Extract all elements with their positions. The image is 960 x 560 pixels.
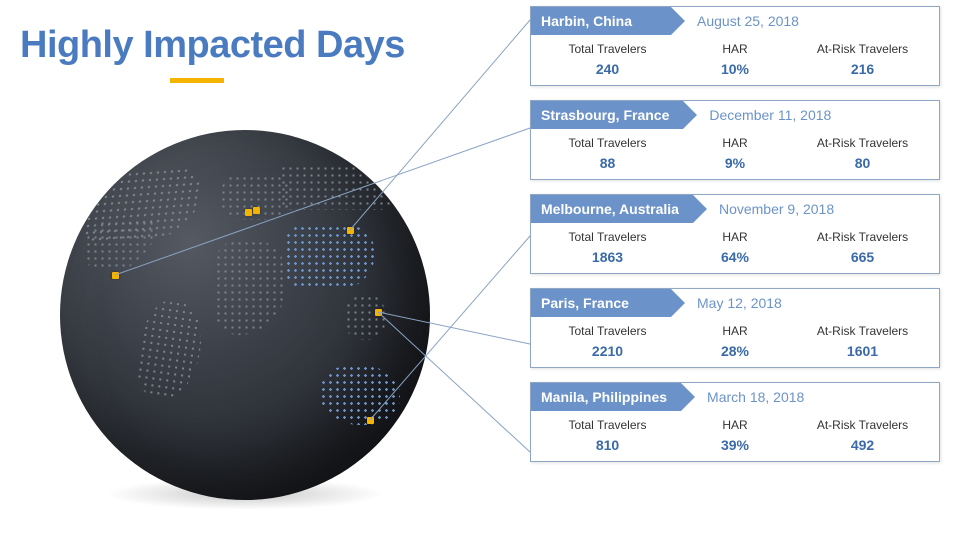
location-tab: Melbourne, Australia — [531, 195, 693, 223]
page-title: Highly Impacted Days — [20, 24, 405, 67]
col-header-atrisk: At-Risk Travelers — [786, 129, 939, 153]
card-date: December 11, 2018 — [683, 101, 831, 129]
landmass-sa — [133, 296, 206, 403]
val-har: 10% — [684, 59, 786, 85]
col-header-har: HAR — [684, 35, 786, 59]
landmass-ru — [280, 165, 400, 210]
landmass-na2 — [85, 220, 155, 270]
marker-na_point — [112, 272, 119, 279]
marker-melbourne — [367, 417, 374, 424]
card-head: Strasbourg, FranceDecember 11, 2018 — [531, 101, 939, 129]
title-underline — [170, 78, 224, 83]
marker-manila — [375, 309, 382, 316]
card-grid: Total TravelersHARAt-Risk Travelers18636… — [531, 223, 939, 273]
val-atrisk: 1601 — [786, 341, 939, 367]
marker-paris — [245, 209, 252, 216]
col-header-atrisk: At-Risk Travelers — [786, 317, 939, 341]
card-grid: Total TravelersHARAt-Risk Travelers 24010… — [531, 35, 939, 85]
card-date: March 18, 2018 — [681, 383, 804, 411]
globe-container — [60, 130, 430, 500]
marker-strasbourg — [253, 207, 260, 214]
card-date: May 12, 2018 — [671, 289, 782, 317]
col-header-har: HAR — [684, 223, 786, 247]
val-atrisk: 492 — [786, 435, 939, 461]
marker-harbin — [347, 227, 354, 234]
col-header-har: HAR — [684, 129, 786, 153]
location-tab: Manila, Philippines — [531, 383, 681, 411]
val-total: 240 — [531, 59, 684, 85]
card-melbourne: Melbourne, AustraliaNovember 9, 2018Tota… — [530, 194, 940, 274]
card-harbin: Harbin, ChinaAugust 25, 2018Total Travel… — [530, 6, 940, 86]
val-atrisk: 665 — [786, 247, 939, 273]
card-paris: Paris, FranceMay 12, 2018Total Travelers… — [530, 288, 940, 368]
col-header-har: HAR — [684, 317, 786, 341]
val-total: 810 — [531, 435, 684, 461]
card-date: August 25, 2018 — [671, 7, 799, 35]
card-head: Manila, PhilippinesMarch 18, 2018 — [531, 383, 939, 411]
val-har: 39% — [684, 435, 786, 461]
col-header-atrisk: At-Risk Travelers — [786, 223, 939, 247]
landmass-sea — [345, 295, 385, 340]
location-tab: Strasbourg, France — [531, 101, 683, 129]
col-header-atrisk: At-Risk Travelers — [786, 35, 939, 59]
landmass-cn — [285, 225, 375, 290]
col-header-total: Total Travelers — [531, 317, 684, 341]
card-date: November 9, 2018 — [693, 195, 834, 223]
val-har: 64% — [684, 247, 786, 273]
col-header-total: Total Travelers — [531, 223, 684, 247]
val-atrisk: 80 — [786, 153, 939, 179]
val-total: 88 — [531, 153, 684, 179]
val-har: 9% — [684, 153, 786, 179]
col-header-atrisk: At-Risk Travelers — [786, 411, 939, 435]
col-header-total: Total Travelers — [531, 411, 684, 435]
landmass-au — [320, 365, 400, 425]
val-har: 28% — [684, 341, 786, 367]
location-tab: Harbin, China — [531, 7, 671, 35]
card-grid: Total TravelersHARAt-Risk Travelers 22102… — [531, 317, 939, 367]
card-head: Paris, FranceMay 12, 2018 — [531, 289, 939, 317]
val-total: 2210 — [531, 341, 684, 367]
card-strasbourg: Strasbourg, FranceDecember 11, 2018Total… — [530, 100, 940, 180]
col-header-har: HAR — [684, 411, 786, 435]
globe — [60, 130, 430, 500]
location-tab: Paris, France — [531, 289, 671, 317]
card-manila: Manila, PhilippinesMarch 18, 2018Total T… — [530, 382, 940, 462]
card-grid: Total TravelersHARAt-Risk Travelers 81039… — [531, 411, 939, 461]
val-atrisk: 216 — [786, 59, 939, 85]
landmass-af — [215, 240, 285, 335]
cards-column: Harbin, ChinaAugust 25, 2018Total Travel… — [530, 6, 940, 462]
card-grid: Total TravelersHARAt-Risk Travelers 889%8… — [531, 129, 939, 179]
col-header-total: Total Travelers — [531, 35, 684, 59]
card-head: Melbourne, AustraliaNovember 9, 2018 — [531, 195, 939, 223]
card-head: Harbin, ChinaAugust 25, 2018 — [531, 7, 939, 35]
val-total: 1863 — [531, 247, 684, 273]
col-header-total: Total Travelers — [531, 129, 684, 153]
